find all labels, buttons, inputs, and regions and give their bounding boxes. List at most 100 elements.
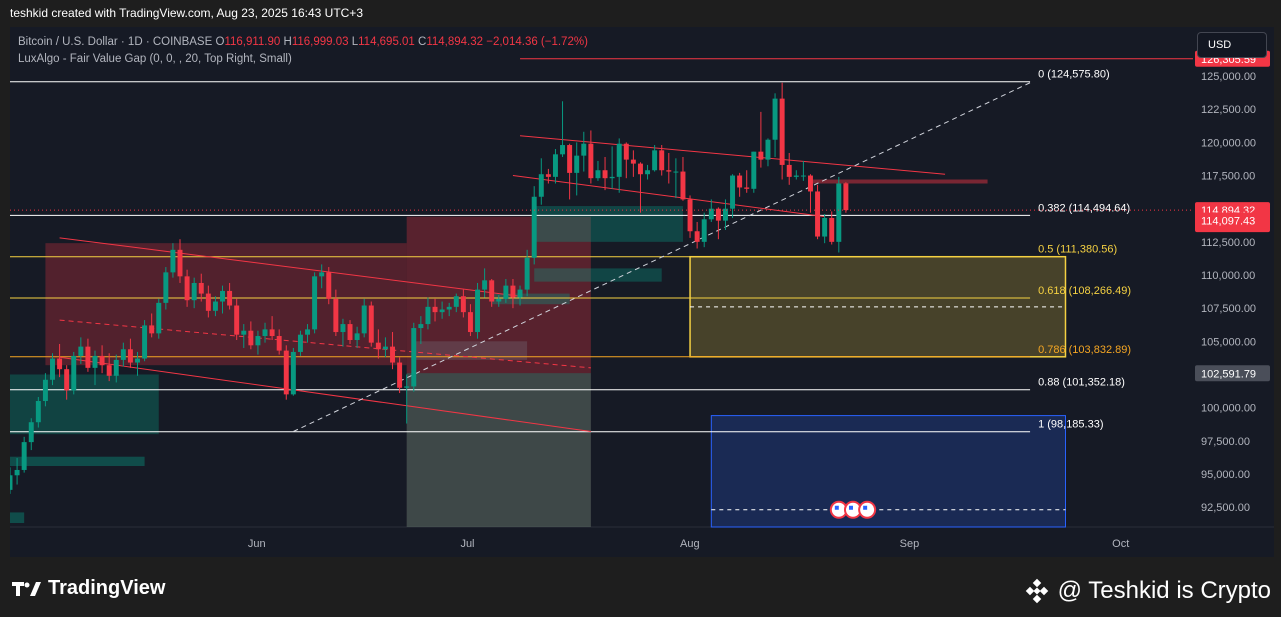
candle-body xyxy=(361,305,367,334)
us-event-icon-canton xyxy=(834,505,839,510)
candle-body xyxy=(177,249,183,277)
y-tick-label: 120,000.00 xyxy=(1201,137,1256,149)
candle-body xyxy=(815,191,821,237)
candle-body xyxy=(425,306,431,325)
candle-body xyxy=(793,175,799,177)
candle-body xyxy=(227,290,233,306)
fib-level-label: 0 (124,575.80) xyxy=(1038,69,1110,81)
candle-body xyxy=(64,369,70,391)
candle-body xyxy=(524,257,530,290)
fib-level-label: 1 (98,185.33) xyxy=(1038,419,1103,431)
indicator-legend[interactable]: LuxAlgo - Fair Value Gap (0, 0, , 20, To… xyxy=(18,53,292,65)
fvg-green-lower xyxy=(491,293,570,305)
candle-body xyxy=(722,208,728,221)
candle-body xyxy=(765,139,771,160)
candle-body xyxy=(248,330,254,346)
y-tick-label: 95,000.00 xyxy=(1201,469,1250,481)
candle-body xyxy=(276,336,282,351)
ohlc-high: 116,999.03 xyxy=(291,36,349,48)
candle-body xyxy=(503,285,509,299)
ohlc-close: 114,894.32 xyxy=(426,36,484,48)
candle-body xyxy=(581,143,587,156)
author-watermark: @ Teshkid is Crypto xyxy=(1024,577,1271,605)
candle-body xyxy=(482,280,488,290)
candle-body xyxy=(489,280,495,302)
candle-body xyxy=(149,325,155,334)
candle-body xyxy=(326,272,332,299)
candle-body xyxy=(92,355,98,368)
candle-body xyxy=(390,346,396,363)
candle-body xyxy=(595,170,601,179)
candle-body xyxy=(191,282,197,301)
candle-body xyxy=(708,208,714,220)
y-tick-label: 100,000.00 xyxy=(1201,403,1256,415)
candle-body xyxy=(786,164,792,177)
y-tick-label: 122,500.00 xyxy=(1201,104,1256,116)
blue-target-zone xyxy=(710,415,1066,528)
candle-body xyxy=(262,329,268,337)
candle-body xyxy=(836,183,842,242)
candle-body xyxy=(333,298,339,333)
candle-body xyxy=(14,469,20,476)
candle-body xyxy=(616,143,622,177)
candle-body xyxy=(744,187,750,189)
candle-body xyxy=(453,296,459,307)
candle-body xyxy=(666,170,672,172)
candle-body xyxy=(701,219,707,242)
candle-body xyxy=(545,174,551,177)
candle-body xyxy=(21,442,27,470)
candle-body xyxy=(730,175,736,209)
candle-body xyxy=(715,208,721,221)
tradingview-logo: TradingView xyxy=(12,577,165,600)
red-zone-may xyxy=(45,243,407,366)
price-axis xyxy=(1193,27,1274,557)
chart-area[interactable]: 0 (124,575.80) 0.382 (114,494.64) 0.5 (111… xyxy=(10,27,1274,557)
footer: TradingView @ Teshkid is Crypto xyxy=(0,557,1281,617)
candle-body xyxy=(50,358,55,380)
ohlc-open: 116,911.90 xyxy=(224,36,281,48)
candle-body xyxy=(283,350,289,395)
candle-body xyxy=(588,143,594,179)
tradingview-logo-icon xyxy=(12,581,41,596)
candle-body xyxy=(10,475,13,490)
candle-body xyxy=(460,296,466,313)
candle-body xyxy=(368,305,374,343)
price-badge-label: 102,591.79 xyxy=(1201,368,1256,380)
y-tick-label: 117,500.00 xyxy=(1201,171,1255,183)
ohlc-high-label: H xyxy=(283,36,292,48)
candle-body xyxy=(305,329,311,335)
attribution-text: teshkid created with TradingView.com, Au… xyxy=(10,6,363,20)
candle-body xyxy=(751,151,757,189)
candle-body xyxy=(135,358,140,363)
candle-body xyxy=(552,154,558,177)
candle-body xyxy=(319,272,325,277)
candle-body xyxy=(807,175,813,192)
fib-level-label: 0.88 (101,352.18) xyxy=(1038,377,1125,389)
candle-body xyxy=(198,282,204,294)
candle-body xyxy=(418,324,424,329)
currency-button[interactable]: USD xyxy=(1197,32,1267,58)
candle-body xyxy=(156,302,162,334)
candle-body xyxy=(800,175,806,177)
candle-body xyxy=(538,174,544,197)
candle-body xyxy=(269,329,275,337)
candle-body xyxy=(602,170,608,179)
candle-body xyxy=(510,285,516,298)
candle-body xyxy=(397,362,403,388)
symbol-legend: Bitcoin / U.S. Dollar · 1D · COINBASE O1… xyxy=(18,36,588,48)
candle-body xyxy=(120,349,126,360)
green-bar-low xyxy=(10,456,145,466)
candle-body xyxy=(290,351,296,395)
candle-body xyxy=(340,324,346,333)
watermark-text: @ Teshkid is Crypto xyxy=(1057,577,1271,604)
price-badge xyxy=(1195,365,1270,382)
green-zone-may xyxy=(10,374,159,435)
channel-upper-may xyxy=(59,237,521,297)
candle-body xyxy=(184,276,190,301)
candle-body xyxy=(673,171,679,173)
candle-body xyxy=(475,289,481,333)
candle-body xyxy=(404,386,410,388)
price-change: −2,014.36 (−1.72%) xyxy=(486,36,588,48)
fvg-green-upper xyxy=(534,206,683,242)
x-tick-label: Aug xyxy=(680,538,700,550)
